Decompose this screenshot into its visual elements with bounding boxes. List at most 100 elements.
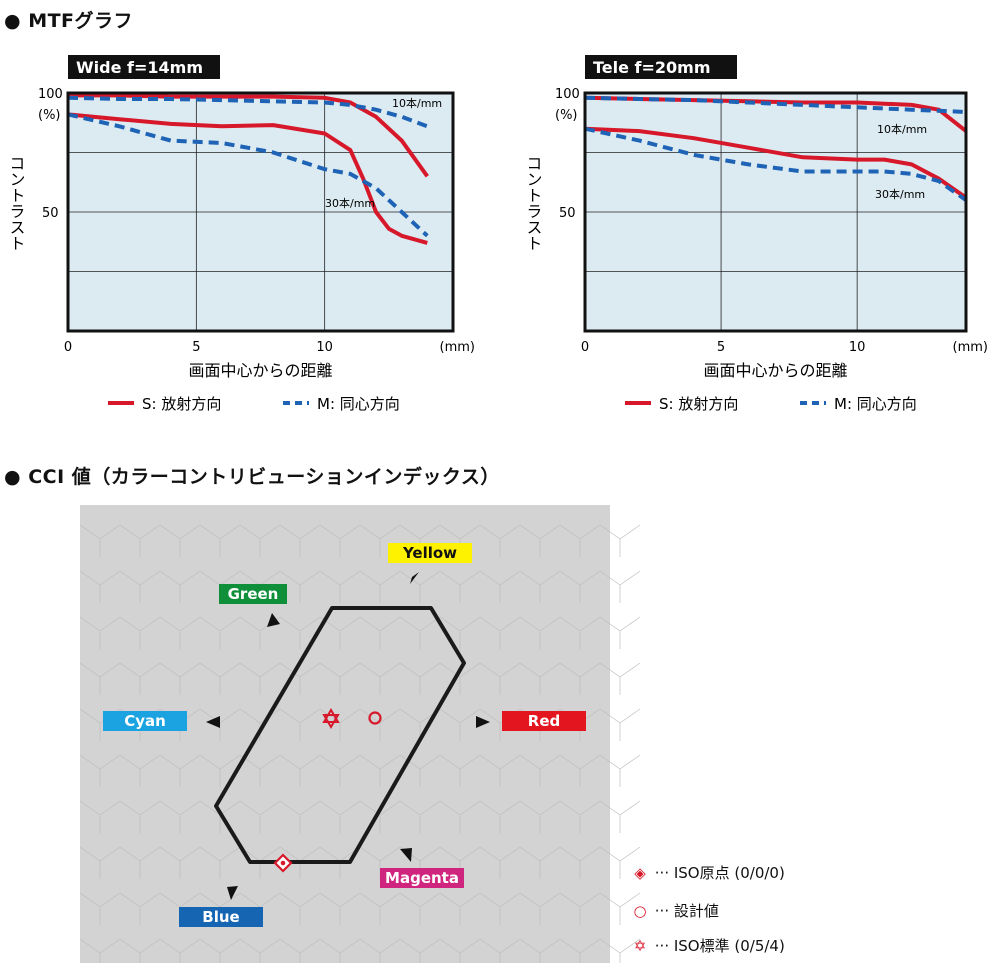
pattern-mark — [599, 524, 641, 557]
cci-legend-item: ◈ ··· ISO原点 (0/0/0) — [630, 862, 785, 883]
pattern-mark — [159, 524, 201, 557]
pattern-mark — [319, 892, 361, 925]
design-value-circle-icon: ○ — [633, 902, 647, 920]
pattern-mark — [439, 662, 481, 695]
mtf-chart-tele: Tele f=20mm 100 (%) 50 0 5 10 (mm) 画面中心からの距離 コントラ… — [524, 55, 988, 413]
pattern-mark — [439, 570, 481, 603]
cci-label-box — [380, 868, 464, 888]
cci-label-text: Red — [528, 712, 560, 730]
cci-label-box — [179, 907, 263, 927]
pattern-mark — [559, 616, 601, 649]
cci-arrow — [227, 886, 238, 900]
pattern-mark — [319, 570, 361, 603]
y-axis-title: コントラスト — [7, 155, 26, 251]
cci-arrow — [476, 716, 490, 728]
cci-label-text: Yellow — [402, 544, 457, 562]
pattern-mark — [599, 846, 641, 879]
series-line — [584, 95, 967, 114]
pattern-mark — [439, 754, 481, 787]
pattern-mark — [519, 524, 561, 557]
pattern-mark — [159, 570, 201, 603]
series-line — [68, 93, 429, 178]
pattern-mark — [599, 570, 641, 603]
pattern-mark — [279, 800, 321, 833]
cci-section-title: ● CCI 値（カラーコントリビューションインデックス） — [4, 466, 500, 488]
cci-legend-item: ○ ··· 設計値 — [630, 900, 718, 921]
y-axis-title: コントラスト — [524, 155, 543, 251]
pattern-mark — [239, 524, 281, 557]
y-tick-label: 50 — [42, 206, 59, 221]
legend-label: S: 放射方向 — [659, 395, 738, 413]
pattern-mark — [239, 662, 281, 695]
pattern-mark — [279, 616, 321, 649]
cci-arrow — [267, 613, 280, 627]
pattern-mark — [439, 800, 481, 833]
iso-standard-marker — [322, 714, 340, 729]
pattern-mark — [279, 662, 321, 695]
pattern-mark — [119, 892, 161, 925]
pattern-mark — [519, 570, 561, 603]
pattern-mark — [479, 938, 521, 963]
pattern-mark — [279, 938, 321, 963]
pattern-mark — [119, 616, 161, 649]
pattern-mark — [359, 754, 401, 787]
pattern-mark — [479, 846, 521, 879]
cci-label-box — [219, 584, 287, 604]
pattern-mark — [479, 800, 521, 833]
cci-legend-label: ··· ISO標準 (0/5/4) — [654, 937, 785, 955]
cci-label-box — [502, 711, 586, 731]
pattern-mark — [399, 800, 441, 833]
pattern-mark — [279, 892, 321, 925]
pattern-mark — [559, 800, 601, 833]
cci-label-text: Cyan — [124, 712, 166, 730]
pattern-mark — [519, 846, 561, 879]
pattern-mark — [599, 616, 641, 649]
pattern-mark — [199, 754, 241, 787]
pattern-mark — [439, 708, 481, 741]
pattern-mark — [119, 754, 161, 787]
pattern-mark — [559, 570, 601, 603]
pattern-mark — [479, 570, 521, 603]
chart-title: Tele f=20mm — [593, 58, 711, 77]
pattern-mark — [559, 754, 601, 787]
pattern-mark — [79, 662, 121, 695]
pattern-mark — [159, 938, 201, 963]
pattern-mark — [159, 662, 201, 695]
pattern-mark — [479, 892, 521, 925]
pattern-mark — [159, 616, 201, 649]
series-line — [584, 126, 968, 202]
pattern-mark — [199, 662, 241, 695]
x-axis-title: 画面中心からの距離 — [188, 361, 332, 380]
pattern-mark — [199, 524, 241, 557]
pattern-mark — [359, 662, 401, 695]
x-tick-label: 10 — [316, 340, 333, 355]
x-unit-label: (mm) — [440, 340, 475, 355]
pattern-mark — [79, 892, 121, 925]
y-tick-label: (%) — [555, 108, 578, 123]
x-tick-label: 0 — [581, 340, 589, 355]
series-line — [67, 112, 429, 238]
x-tick-label: 5 — [192, 340, 200, 355]
pattern-mark — [79, 846, 121, 879]
pattern-mark — [559, 662, 601, 695]
pattern-mark — [559, 938, 601, 963]
pattern-mark — [279, 570, 321, 603]
pattern-mark — [519, 800, 561, 833]
cci-label-box — [388, 543, 472, 563]
pattern-mark — [79, 524, 121, 557]
pattern-mark — [159, 846, 201, 879]
pattern-mark — [439, 892, 481, 925]
pattern-mark — [199, 846, 241, 879]
pattern-mark — [559, 524, 601, 557]
pattern-mark — [119, 938, 161, 963]
pattern-mark — [359, 938, 401, 963]
pattern-mark — [479, 754, 521, 787]
pattern-mark — [479, 662, 521, 695]
pattern-mark — [399, 616, 441, 649]
pattern-mark — [439, 616, 481, 649]
pattern-mark — [399, 892, 441, 925]
x-tick-label: 0 — [64, 340, 72, 355]
annotation-label: 10本/mm — [392, 96, 442, 110]
pattern-mark — [319, 800, 361, 833]
pattern-mark — [119, 662, 161, 695]
